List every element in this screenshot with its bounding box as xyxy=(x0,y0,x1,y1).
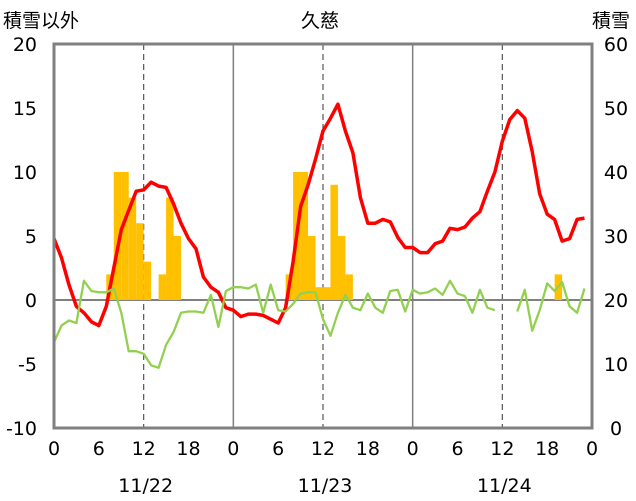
x-tick-label: 0 xyxy=(48,438,60,460)
snow-bar xyxy=(143,261,152,300)
snow-bar xyxy=(158,274,167,300)
chart-title: 久慈 xyxy=(301,10,339,32)
right-tick-label: 20 xyxy=(604,290,628,312)
series-line xyxy=(52,279,586,369)
snow-bar xyxy=(113,172,122,300)
x-tick-label: 18 xyxy=(176,438,200,460)
right-tick-label: 0 xyxy=(610,418,622,440)
snow-bar xyxy=(128,197,137,300)
x-tick-label: 12 xyxy=(132,438,156,460)
left-axis-label: 積雪以外 xyxy=(3,10,79,32)
x-tick-label: 6 xyxy=(272,438,284,460)
left-tick-label: 0 xyxy=(25,290,37,312)
snow-bar xyxy=(345,274,353,300)
left-axis-ticks: 20 15 10 5 0 -5 -10 xyxy=(6,34,37,440)
right-tick-label: 40 xyxy=(604,162,628,184)
day-labels: 11/22 11/23 11/24 xyxy=(118,475,531,497)
left-tick-label: 10 xyxy=(13,162,37,184)
day-label: 11/24 xyxy=(477,475,532,497)
plot-border xyxy=(52,42,594,430)
x-tick-label: 12 xyxy=(490,438,514,460)
snow-bar xyxy=(300,172,309,300)
right-axis-label: 積雪 xyxy=(592,10,630,32)
x-tick-label: 0 xyxy=(586,438,598,460)
x-tick-label: 12 xyxy=(311,438,335,460)
snow-bar xyxy=(166,197,174,300)
x-tick-label: 6 xyxy=(93,438,105,460)
snow-bar xyxy=(173,236,182,300)
x-tick-label: 0 xyxy=(227,438,239,460)
plot-frame xyxy=(52,42,594,430)
x-axis-ticks: 0 6 12 18 0 6 12 18 0 6 12 18 0 xyxy=(48,438,598,460)
day-label: 11/23 xyxy=(298,475,353,497)
snow-bar xyxy=(330,184,338,300)
snow-bars xyxy=(106,172,563,300)
snow-bar xyxy=(136,223,144,300)
left-tick-label: -10 xyxy=(6,418,37,440)
right-tick-label: 50 xyxy=(604,98,628,120)
right-tick-label: 30 xyxy=(604,226,628,248)
snow-bar xyxy=(323,287,331,300)
series-line xyxy=(52,102,585,328)
x-tick-label: 6 xyxy=(451,438,463,460)
left-tick-label: -5 xyxy=(18,354,37,376)
left-tick-label: 20 xyxy=(13,34,37,56)
left-tick-label: 15 xyxy=(13,98,37,120)
snow-bar xyxy=(121,172,129,300)
right-tick-label: 10 xyxy=(604,354,628,376)
snow-bar xyxy=(315,287,323,300)
right-tick-label: 60 xyxy=(604,34,628,56)
day-label: 11/22 xyxy=(118,475,173,497)
left-tick-label: 5 xyxy=(25,226,37,248)
snow-bar xyxy=(308,236,316,300)
x-tick-label: 0 xyxy=(407,438,419,460)
right-axis-ticks: 60 50 40 30 20 10 0 xyxy=(604,34,628,440)
x-tick-label: 18 xyxy=(356,438,380,460)
x-tick-label: 18 xyxy=(535,438,559,460)
snow-bar xyxy=(337,236,346,300)
